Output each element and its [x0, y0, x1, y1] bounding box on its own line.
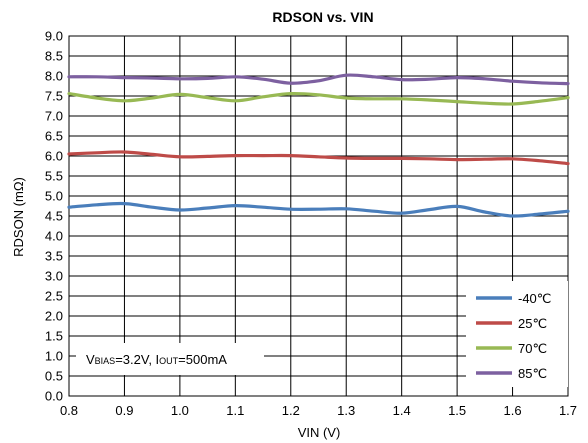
- x-tick-label: 1.0: [171, 403, 189, 418]
- x-axis-title: VIN (V): [298, 425, 341, 440]
- y-tick-label: 8.5: [45, 49, 63, 64]
- y-tick-label: 2.5: [45, 289, 63, 304]
- y-tick-label: 4.5: [45, 209, 63, 224]
- y-axis-title: RDSON (mΩ): [11, 177, 26, 257]
- annotation-text: VBIAS=3.2V, IOUT=500mA: [86, 352, 227, 367]
- y-tick-label: 6.5: [45, 129, 63, 144]
- y-tick-label: 5.0: [45, 189, 63, 204]
- y-tick-label: 3.5: [45, 249, 63, 264]
- annotation-background: [76, 343, 264, 375]
- x-tick-label: 1.2: [282, 403, 300, 418]
- legend: -40℃ 25℃ 70℃ 85℃: [466, 281, 568, 387]
- y-tick-label: 3.0: [45, 269, 63, 284]
- series-line-4: [67, 73, 570, 86]
- y-tick-label: 0.5: [45, 369, 63, 384]
- legend-label-3: 70℃: [518, 341, 547, 356]
- y-tick-label: 6.0: [45, 149, 63, 164]
- series-line-3: [67, 91, 570, 106]
- x-tick-label: 1.3: [337, 403, 355, 418]
- y-tick-label: 2.0: [45, 309, 63, 324]
- legend-label-4: 85℃: [518, 366, 547, 381]
- annotation-box: VBIAS=3.2V, IOUT=500mA: [76, 343, 264, 375]
- y-tick-label: 9.0: [45, 29, 63, 44]
- x-tick-label: 1.1: [226, 403, 244, 418]
- legend-label-2: 25℃: [518, 316, 547, 331]
- y-tick-label: 1.0: [45, 349, 63, 364]
- y-tick-label: 5.5: [45, 169, 63, 184]
- series-line-1: [67, 201, 570, 218]
- x-axis-tick-labels: 0.8 0.9 1.0 1.1 1.2 1.3 1.4 1.5 1.6 1.7: [60, 403, 577, 418]
- y-tick-label: 1.5: [45, 329, 63, 344]
- legend-label-1: -40℃: [518, 291, 551, 306]
- data-series: [67, 73, 570, 218]
- x-tick-label: 1.4: [393, 403, 411, 418]
- plot-area-border: [68, 35, 569, 397]
- x-tick-label: 1.5: [448, 403, 466, 418]
- y-tick-label: 7.0: [45, 109, 63, 124]
- y-tick-label: 4.0: [45, 229, 63, 244]
- x-tick-label: 1.6: [504, 403, 522, 418]
- x-tick-label: 0.8: [60, 403, 78, 418]
- y-tick-label: 0.0: [45, 389, 63, 404]
- y-tick-label: 7.5: [45, 89, 63, 104]
- x-tick-label: 1.7: [559, 403, 577, 418]
- y-axis-tick-labels: 0.0 0.5 1.0 1.5 2.0 2.5 3.0 3.5 4.0 4.5 5.0 5.5 6.0 6…: [45, 29, 63, 404]
- chart-title: RDSON vs. VIN: [272, 9, 373, 25]
- series-line-2: [67, 150, 570, 166]
- y-tick-label: 8.0: [45, 69, 63, 84]
- x-tick-label: 0.9: [115, 403, 133, 418]
